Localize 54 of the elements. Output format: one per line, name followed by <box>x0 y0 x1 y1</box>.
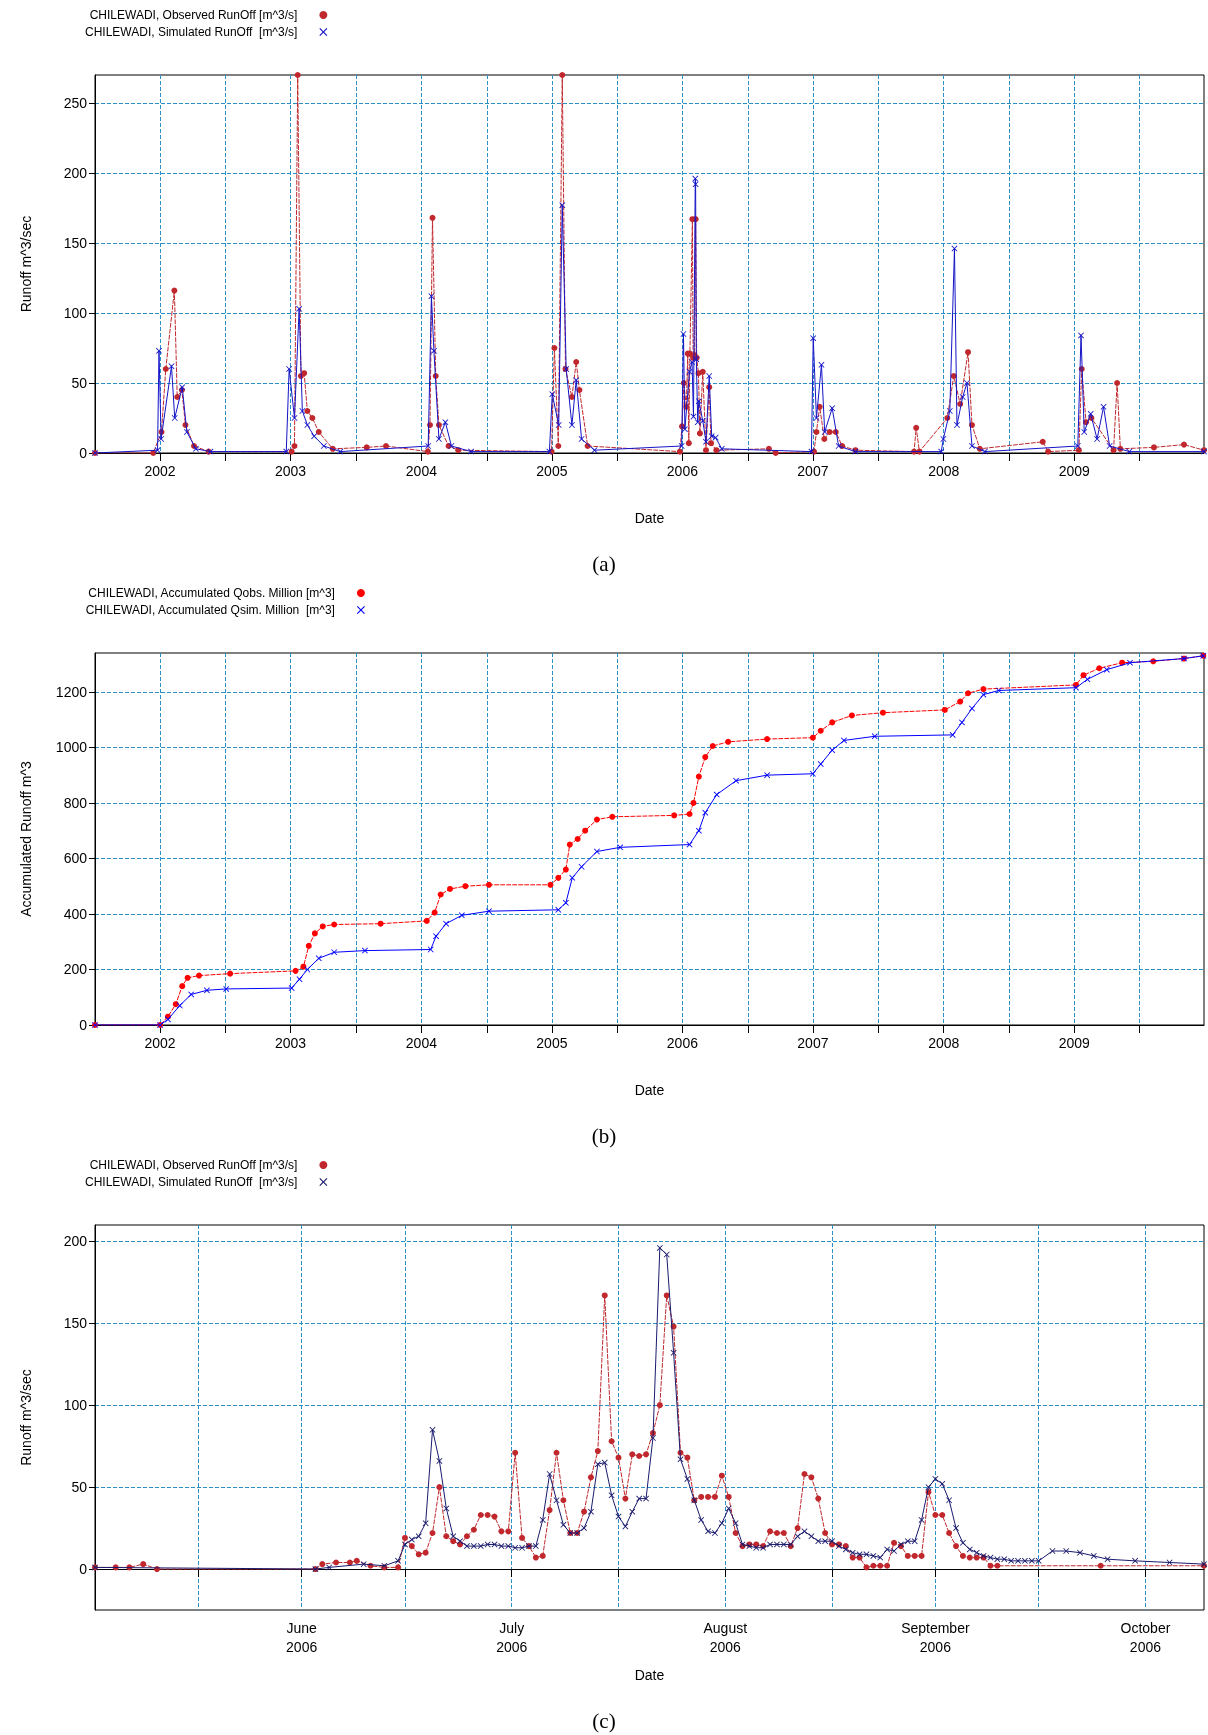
text: (b) <box>591 1123 617 1148</box>
x-tick-label: June 2006 <box>286 1619 318 1655</box>
y-axis-title: Runoff m^3/sec <box>18 1369 34 1466</box>
y-tick-label: 150 <box>63 235 88 251</box>
y-tick-label: 600 <box>63 850 88 867</box>
legend-label: CHILEWADI, Accumulated Qobs. Million [m^3] <box>88 586 335 600</box>
y-tick-label: 1000 <box>55 739 88 756</box>
x-tick-label: 2005 <box>536 462 568 479</box>
y-axis-title: Runoff m^3/sec <box>18 215 34 313</box>
x-tick-label: 2002 <box>144 462 176 479</box>
y-tick-label: 50 <box>71 1479 88 1496</box>
x-tick-label: 2007 <box>797 1034 829 1051</box>
legend-label: CHILEWADI, Simulated RunOff [m^3/s] <box>84 25 298 39</box>
text: (c) <box>592 1708 616 1733</box>
x-tick-label: 2005 <box>536 1034 568 1051</box>
x-tick-label: September 2006 <box>901 1619 970 1655</box>
x-axis-title: Date <box>634 1667 665 1683</box>
text: (a) <box>592 551 616 576</box>
x-tick-label: October 2006 <box>1120 1619 1171 1655</box>
y-tick-label: 50 <box>71 375 88 391</box>
y-tick-label: 250 <box>63 95 88 111</box>
legend-label: CHILEWADI, Observed RunOff [m^3/s] <box>89 8 298 22</box>
x-tick-label: July 2006 <box>496 1619 528 1655</box>
x-tick-label: 2004 <box>405 1034 438 1051</box>
y-tick-label: 150 <box>63 1315 88 1332</box>
x-tick-label: 2008 <box>928 1034 960 1051</box>
y-tick-label: 400 <box>63 905 88 922</box>
x-tick-label: 2007 <box>797 462 829 479</box>
y-tick-label: 100 <box>63 305 88 321</box>
x-axis-title: Date <box>634 510 665 526</box>
y-tick-label: 200 <box>63 165 88 181</box>
x-tick-label: 2003 <box>274 462 307 479</box>
y-axis-title: Accumulated Runoff m^3 <box>18 760 34 917</box>
x-tick-label: 2004 <box>405 462 438 479</box>
x-tick-label: 2006 <box>666 1034 699 1051</box>
legend-label: CHILEWADI, Simulated RunOff [m^3/s] <box>84 1175 298 1189</box>
y-tick-label: 800 <box>63 794 88 811</box>
x-tick-label: 2008 <box>928 462 960 479</box>
x-tick-label: 2009 <box>1058 1034 1090 1051</box>
y-tick-label: 0 <box>79 1017 88 1033</box>
x-axis-title: Date <box>634 1082 665 1098</box>
x-tick-label: 2009 <box>1058 462 1090 479</box>
x-tick-label: August 2006 <box>703 1619 748 1655</box>
y-tick-label: 1200 <box>55 683 88 700</box>
y-tick-label: 200 <box>63 961 88 978</box>
x-tick-label: 2003 <box>274 1034 307 1051</box>
y-tick-label: 0 <box>79 445 88 461</box>
x-tick-label: 2002 <box>144 1034 176 1051</box>
x-tick-label: 2006 <box>666 462 699 479</box>
y-tick-label: 100 <box>63 1397 88 1414</box>
y-tick-label: 0 <box>79 1561 88 1578</box>
y-tick-label: 200 <box>63 1233 88 1250</box>
legend-label: CHILEWADI, Accumulated Qsim. Million [m^3] <box>85 603 335 617</box>
legend-label: CHILEWADI, Observed RunOff [m^3/s] <box>89 1158 298 1172</box>
